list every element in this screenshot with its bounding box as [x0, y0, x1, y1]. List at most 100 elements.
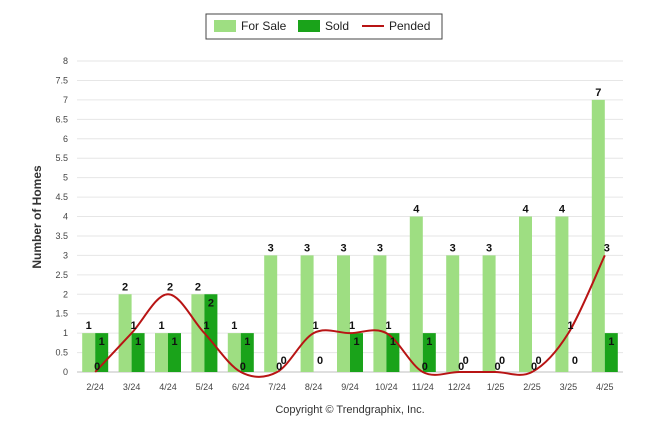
data-label-for-sale: 4	[413, 204, 420, 216]
data-label-pended: 1	[349, 320, 355, 332]
bar-for-sale	[155, 333, 168, 372]
y-tick-label: 7.5	[55, 75, 68, 85]
legend-swatch-sold	[298, 20, 320, 32]
y-tick-label: 5.5	[55, 153, 68, 163]
legend-box	[205, 13, 443, 40]
data-label-for-sale: 7	[595, 87, 601, 99]
y-tick-label: 0.5	[55, 348, 68, 358]
x-tick-label: 3/25	[560, 382, 578, 392]
bar-sold	[131, 333, 145, 372]
pended-series-line	[94, 254, 606, 378]
data-label-sold: 0	[281, 355, 287, 367]
data-label-for-sale: 3	[486, 242, 492, 254]
data-label-pended: 2	[167, 281, 173, 293]
data-label-pended: 3	[604, 242, 610, 254]
data-label-pended: 0	[240, 361, 246, 373]
data-label-for-sale: 1	[231, 320, 237, 332]
data-label-pended: 0	[458, 361, 464, 373]
bar-for-sale	[373, 255, 387, 372]
x-tick-label: 9/24	[341, 382, 359, 392]
data-label-sold: 1	[608, 336, 614, 348]
data-label-sold: 1	[244, 336, 250, 348]
data-label-sold: 0	[463, 355, 469, 367]
legend: For Sale Sold Pended	[205, 13, 443, 40]
data-label-pended: 0	[94, 361, 100, 373]
x-axis: 2/24 3/24 4/24 5/24 6/24 7/24 8/24 9/24 10/24 11/…	[86, 382, 613, 392]
bar-for-sale	[300, 255, 314, 372]
data-label-for-sale: 2	[122, 281, 128, 293]
x-tick-label: 11/24	[412, 382, 434, 392]
y-tick-label: 1.5	[55, 309, 68, 319]
data-label-for-sale: 3	[340, 242, 346, 254]
x-tick-label: 4/25	[596, 382, 614, 392]
y-tick-label: 4.5	[55, 192, 68, 202]
y-tick-label: 5	[63, 173, 68, 183]
copyright: Copyright © Trendgraphix, Inc.	[275, 404, 424, 416]
bar-for-sale	[555, 216, 569, 372]
y-tick-label: 6.5	[55, 114, 68, 124]
data-label-for-sale: 4	[522, 204, 529, 216]
data-label-pended: 1	[385, 320, 391, 332]
bar-for-sale	[264, 255, 278, 372]
bar-for-sale	[519, 216, 532, 372]
data-label-pended: 0	[531, 361, 537, 373]
data-label-sold: 0	[317, 355, 323, 367]
x-tick-label: 12/24	[448, 382, 471, 392]
bar-for-sale	[82, 333, 96, 372]
x-tick-label: 2/25	[523, 382, 541, 392]
legend-label-for-sale: For Sale	[241, 19, 287, 33]
data-label-for-sale: 2	[195, 281, 201, 293]
bar-sold	[422, 333, 436, 372]
data-label-sold: 0	[499, 355, 505, 367]
y-tick-label: 0	[63, 367, 68, 377]
bar-sold	[168, 333, 181, 372]
data-label-sold: 2	[208, 297, 214, 309]
y-tick-label: 3.5	[55, 231, 68, 241]
data-label-pended: 1	[313, 320, 319, 332]
data-label-sold: 1	[390, 336, 396, 348]
x-tick-label: 5/24	[196, 382, 214, 392]
x-tick-label: 2/24	[86, 382, 104, 392]
data-label-for-sale: 3	[304, 242, 310, 254]
data-label-for-sale: 4	[559, 204, 566, 216]
bar-for-sale	[409, 216, 423, 372]
pended-line	[94, 254, 606, 378]
bar-for-sale	[191, 294, 205, 372]
bar-for-sale	[227, 333, 241, 372]
bar-for-sale	[482, 255, 496, 372]
x-tick-label: 10/24	[375, 382, 398, 392]
data-label-pended: 1	[131, 320, 137, 332]
y-tick-label: 6	[63, 134, 68, 144]
y-tick-label: 1	[63, 328, 68, 338]
x-tick-label: 1/25	[487, 382, 505, 392]
data-label-sold: 1	[135, 336, 141, 348]
data-label-pended: 1	[203, 320, 209, 332]
y-axis-title: Number of Homes	[30, 165, 44, 269]
y-tick-label: 2.5	[55, 270, 68, 280]
y-tick-label: 8	[63, 56, 68, 66]
bar-for-sale	[337, 255, 350, 372]
data-label-pended: 0	[422, 361, 428, 373]
bar-sold	[350, 333, 363, 372]
data-label-for-sale: 3	[450, 242, 456, 254]
y-tick-label: 7	[63, 95, 68, 105]
bar-for-sale	[118, 294, 132, 372]
data-label-sold: 1	[171, 336, 177, 348]
x-tick-label: 8/24	[305, 382, 323, 392]
legend-label-sold: Sold	[325, 19, 349, 33]
x-tick-label: 6/24	[232, 382, 250, 392]
data-label-for-sale: 3	[377, 242, 383, 254]
data-label-for-sale: 3	[268, 242, 274, 254]
bar-for-sale	[591, 99, 605, 372]
data-label-sold: 1	[353, 336, 359, 348]
y-tick-label: 4	[63, 212, 68, 222]
data-label-sold: 1	[426, 336, 432, 348]
legend-swatch-for-sale	[214, 20, 236, 32]
data-label-for-sale: 1	[86, 320, 92, 332]
bar-sold	[604, 333, 618, 372]
data-label-pended: 0	[495, 361, 501, 373]
y-tick-label: 2	[63, 289, 68, 299]
x-tick-label: 4/24	[159, 382, 177, 392]
legend-label-pended: Pended	[389, 19, 430, 33]
